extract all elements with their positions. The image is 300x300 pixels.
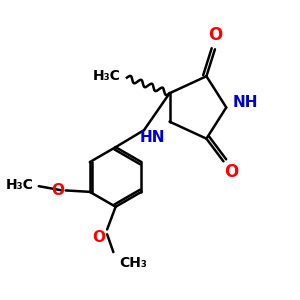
Text: NH: NH	[232, 95, 258, 110]
Text: H₃C: H₃C	[93, 69, 121, 83]
Text: O: O	[51, 183, 64, 198]
Text: O: O	[208, 26, 222, 44]
Text: CH₃: CH₃	[120, 256, 148, 269]
Text: O: O	[224, 163, 239, 181]
Text: O: O	[93, 230, 106, 245]
Text: H₃C: H₃C	[6, 178, 34, 192]
Text: HN: HN	[140, 130, 165, 145]
